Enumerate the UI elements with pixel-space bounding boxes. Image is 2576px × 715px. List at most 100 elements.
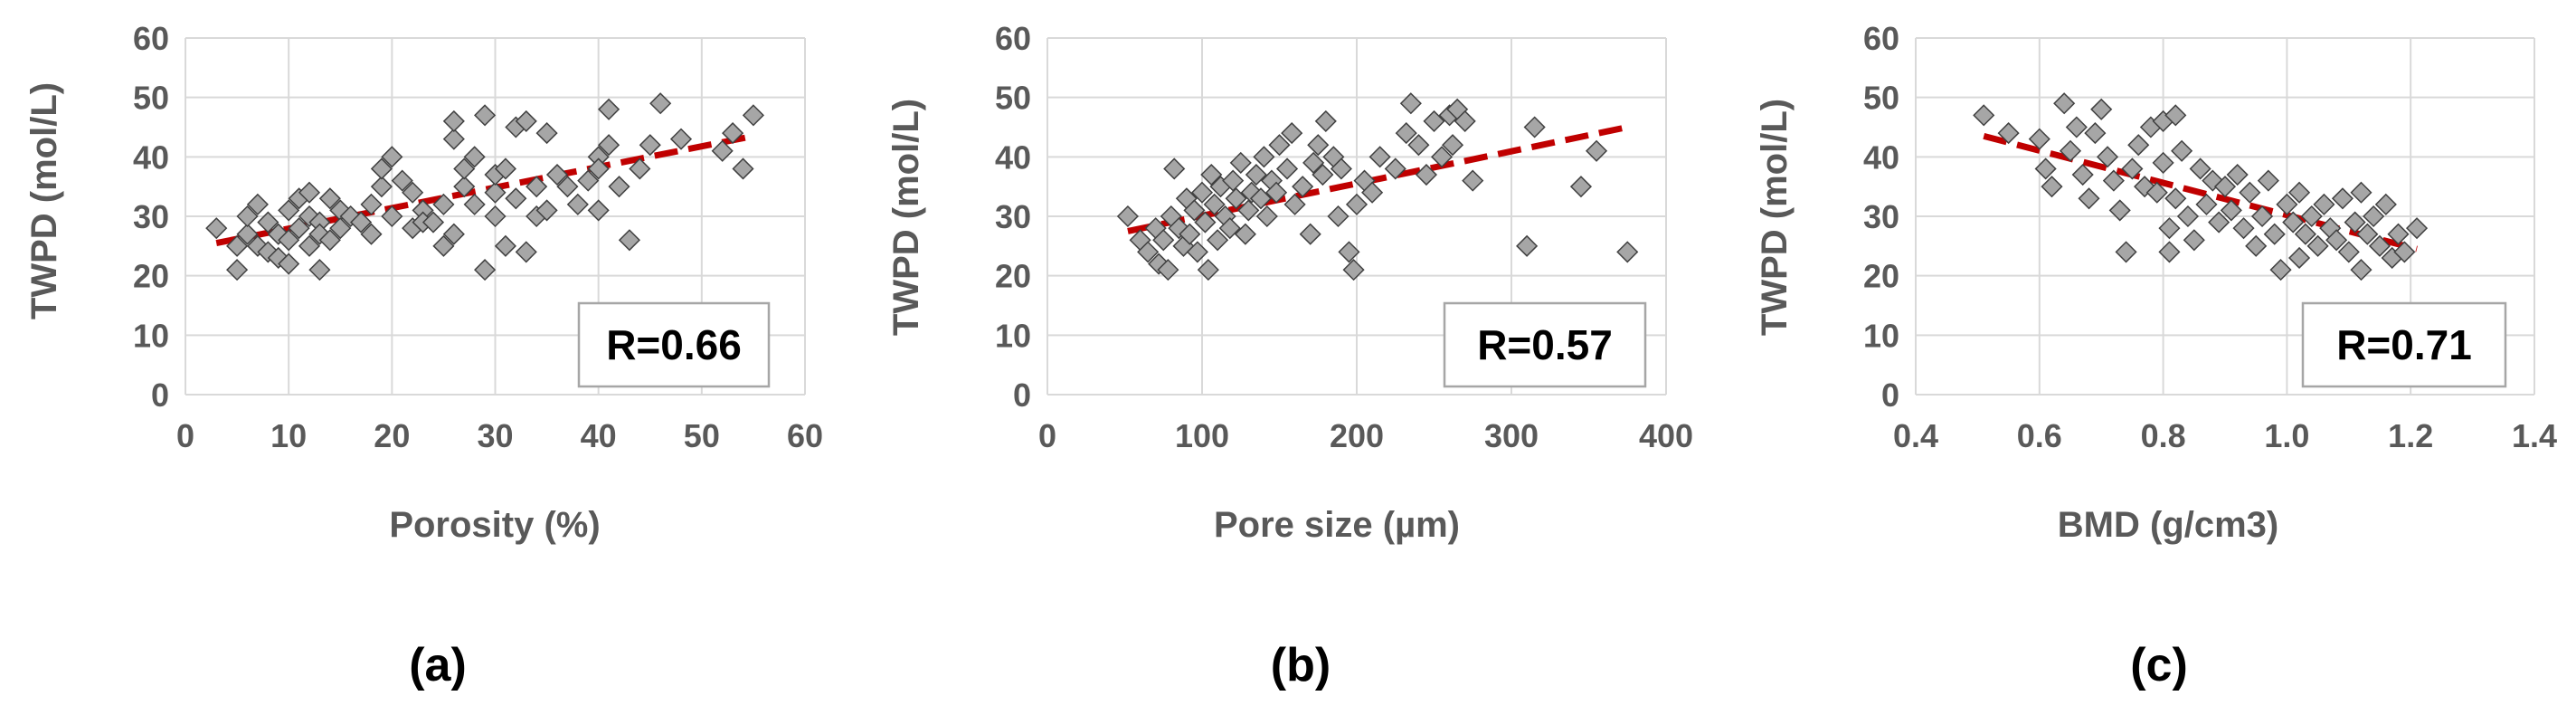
panel-b-data-point: [1368, 146, 1391, 168]
panel-b-data-point: [1384, 157, 1406, 180]
panel-b-data-point: [1330, 157, 1352, 180]
panel-a-data-point: [566, 193, 589, 215]
panel-c-xtick-label: 0.8: [2141, 417, 2186, 454]
panel-a-data-point: [278, 199, 300, 222]
panel-b-data-point: [1585, 139, 1608, 162]
panel-b-data-point: [1399, 92, 1422, 115]
panel-a-data-point: [722, 122, 744, 145]
panel-b-points: [1116, 92, 1639, 281]
panel-a-ytick-label: 10: [133, 317, 169, 354]
panel-a-data-point: [329, 217, 352, 240]
panel-b-data-point: [1299, 223, 1321, 245]
panel-c-data-point: [2158, 217, 2181, 240]
panel-b-data-point: [1569, 176, 1593, 198]
panel-c-data-point: [2084, 122, 2107, 145]
panel-c-trendline: [1983, 132, 2418, 253]
panel-c-data-point: [2356, 223, 2379, 245]
panel-a-data-point: [370, 176, 393, 198]
panel-b-data-point: [1183, 199, 1206, 222]
panel-c-data-point: [2152, 151, 2174, 174]
panel-b-data-point: [1200, 163, 1223, 186]
panel-b-data-point: [1292, 176, 1314, 198]
panel-c-xticks: 0.4 0.6 0.8 1.0 1.2 1.4: [1893, 417, 2557, 454]
panel-a-data-point: [308, 259, 331, 281]
panel-a-xtick-label: 40: [581, 417, 617, 454]
panel-c-data-point: [2337, 241, 2360, 263]
panel-a-data-point: [598, 134, 620, 157]
panel-a-data-point: [381, 146, 403, 168]
panel-a-data-point: [381, 205, 403, 228]
panel-b-ytick-label: 50: [995, 80, 1031, 117]
panel-b-data-point: [1207, 229, 1229, 252]
panel-c: 0 10 20 30 40 50 60 0.4 0.6 0.8 1.0 1.2 1.4 TWPD (m…: [1755, 20, 2557, 691]
panel-c-data-point: [2065, 116, 2088, 138]
panel-c-data-point: [2096, 146, 2119, 168]
panel-b-data-point: [1265, 181, 1288, 204]
panel-b-data-point: [1342, 259, 1365, 281]
panel-c-data-point: [2034, 157, 2057, 180]
panel-a-data-point: [463, 193, 486, 215]
panel-b-data-point: [1222, 169, 1245, 192]
panel-c-data-point: [2053, 92, 2076, 115]
panel-b-ytick-label: 0: [1013, 377, 1031, 414]
panel-b-xtick-label: 400: [1639, 417, 1693, 454]
panel-c-ytick-label: 40: [1863, 138, 1899, 176]
panel-a-data-point: [639, 134, 661, 157]
panel-b-data-point: [1423, 110, 1445, 132]
panel-a-data-point: [474, 104, 497, 127]
panel-b-data-point: [1327, 205, 1350, 228]
panel-a-xtick-label: 60: [787, 417, 823, 454]
panel-a-xtick-label: 50: [684, 417, 720, 454]
panel-a-data-point: [257, 211, 279, 234]
panel-c-data-point: [2213, 176, 2237, 198]
panel-b-data-point: [1523, 116, 1546, 138]
panel-b-r-label: R=0.57: [1477, 321, 1613, 368]
panel-c-data-point: [2127, 134, 2150, 157]
panel-c-data-point: [2108, 199, 2131, 222]
panel-c-xtick-label: 0.6: [2017, 417, 2062, 454]
panel-a-data-point: [515, 110, 537, 132]
panel-b-data-point: [1197, 259, 1219, 281]
panel-a-data-point: [494, 234, 516, 257]
panel-a-data-point: [278, 229, 300, 252]
panel-c-yticks: 0 10 20 30 40 50 60: [1863, 20, 1899, 414]
panel-c-ytick-label: 0: [1881, 377, 1899, 414]
panel-a-data-point: [350, 211, 373, 234]
panel-b-data-point: [1616, 241, 1639, 263]
panel-b-ytick-label: 60: [995, 20, 1031, 57]
panel-b-xtick-label: 200: [1330, 417, 1384, 454]
panel-a-xticks: 0 10 20 30 40 50 60: [176, 417, 823, 454]
panel-a-ytick-label: 30: [133, 198, 169, 235]
panel-b-data-point: [1407, 134, 1430, 157]
panel-c-xlabel: BMD (g/cm3): [2058, 505, 2278, 545]
panel-b-data-point: [1249, 187, 1273, 210]
panel-c-data-point: [2294, 223, 2316, 245]
panel-a-data-point: [587, 157, 610, 180]
panel-a-data-point: [732, 157, 754, 180]
panel-a-data-point: [432, 234, 455, 257]
panel-c-data-point: [2350, 259, 2372, 281]
panel-a-data-point: [442, 110, 465, 132]
panel-b-data-point: [1415, 163, 1438, 186]
panel-b-data-point: [1268, 134, 1291, 157]
panel-c-data-point: [2344, 211, 2366, 234]
panel-c-xtick-label: 1.0: [2264, 417, 2309, 454]
panel-a-data-point: [453, 176, 476, 198]
panel-b-xtick-label: 0: [1038, 417, 1056, 454]
panel-b-yticks: 0 10 20 30 40 50 60: [995, 20, 1031, 414]
panel-b-data-point: [1462, 169, 1484, 192]
panel-a-points: [205, 92, 764, 281]
panel-c-data-point: [2071, 163, 2094, 186]
panel-a-yticks: 0 10 20 30 40 50 60: [133, 20, 169, 414]
panel-b-xticks: 0 100 200 300 400: [1038, 417, 1693, 454]
panel-a-data-point: [318, 229, 341, 252]
panel-a-data-point: [556, 176, 579, 198]
panel-b-xlabel: Pore size (µm): [1214, 505, 1460, 545]
panel-b-trend-layer: [1127, 124, 1628, 234]
panel-b-data-point: [1179, 223, 1201, 245]
panel-c-data-point: [2387, 223, 2410, 245]
panel-a-data-point: [535, 199, 558, 222]
panel-c-data-point: [2239, 181, 2261, 204]
panel-b-data-point: [1163, 157, 1186, 180]
